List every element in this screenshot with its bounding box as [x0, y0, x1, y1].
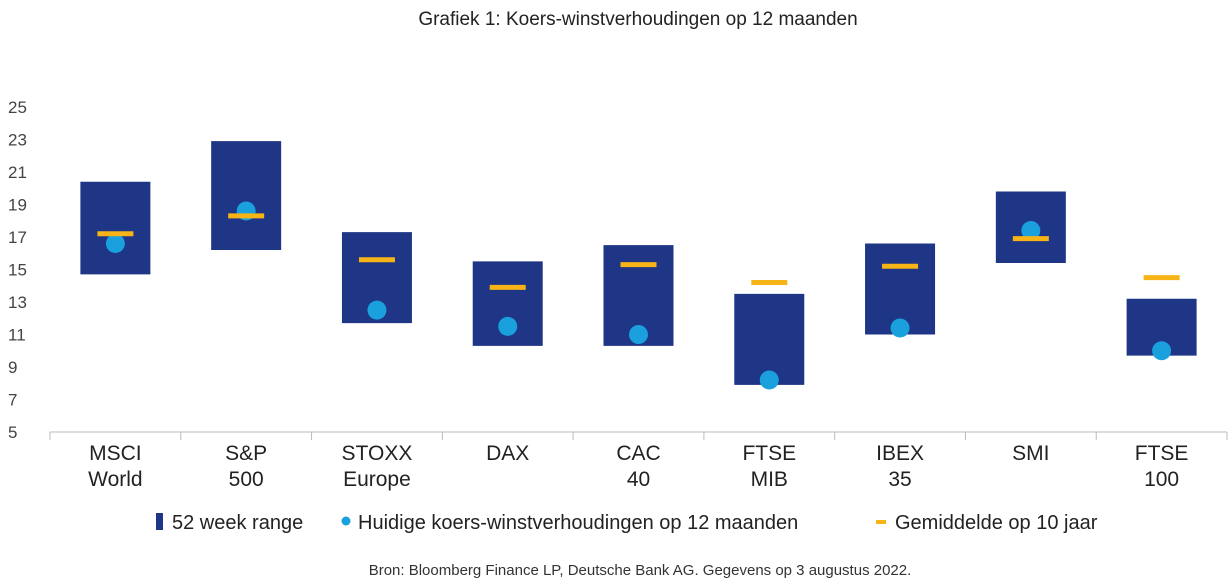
y-tick-label: 13 — [8, 293, 27, 312]
current-pe-point — [629, 325, 648, 344]
chart-title: Grafiek 1: Koers-winstverhoudingen op 12… — [418, 9, 857, 30]
range-bar — [734, 293, 805, 385]
y-tick-label: 23 — [8, 131, 27, 150]
y-tick-label: 9 — [8, 358, 17, 377]
y-tick-label: 19 — [8, 196, 27, 215]
ten-year-average-dash — [97, 231, 134, 237]
category-label: MSCI World — [88, 442, 142, 491]
category-labels: MSCI World S&P 500 STOXX Europe DAX CAC 40 FTSE MI… — [88, 442, 1188, 491]
category-label: S&P 500 — [225, 442, 267, 491]
category-label: CAC 40 — [616, 442, 660, 491]
ten-year-average-dashes — [97, 213, 1180, 290]
y-axis-ticks: 5 7 9 11 13 15 17 19 21 23 25 — [8, 98, 27, 442]
legend: 52 week range Huidige koers-winstverhoud… — [156, 512, 1098, 534]
ten-year-average-dash — [751, 280, 788, 285]
y-tick-label: 21 — [8, 163, 27, 182]
category-label: DAX — [486, 442, 529, 465]
legend-label-dash: Gemiddelde op 10 jaar — [895, 512, 1098, 534]
legend-swatch-dash — [876, 520, 886, 524]
category-label: IBEX 35 — [876, 442, 924, 491]
category-label: SMI — [1012, 442, 1049, 465]
legend-swatch-point — [341, 516, 351, 526]
ten-year-average-dash — [228, 213, 265, 219]
legend-label-point: Huidige koers-winstverhoudingen op 12 ma… — [358, 512, 798, 534]
current-pe-point — [759, 370, 779, 390]
range-bar — [211, 141, 282, 250]
ten-year-average-dash — [882, 263, 919, 269]
legend-label-range: 52 week range — [172, 512, 303, 534]
ten-year-average-dash — [1143, 275, 1180, 281]
ten-year-average-dash — [1012, 236, 1049, 242]
range-bar — [80, 181, 151, 275]
current-pe-point — [367, 300, 387, 320]
legend-swatch-range — [156, 513, 163, 530]
y-tick-label: 17 — [8, 228, 27, 247]
category-label: FTSE MIB — [742, 442, 796, 491]
current-pe-point — [1021, 221, 1041, 240]
y-tick-label: 7 — [8, 391, 17, 410]
x-axis-ticks — [49, 432, 1228, 440]
current-pe-point — [498, 316, 518, 336]
y-tick-label: 25 — [8, 98, 27, 117]
ten-year-average-dash — [489, 284, 526, 290]
ten-year-average-dash — [620, 262, 657, 268]
y-tick-label: 5 — [8, 423, 17, 442]
category-label: STOXX Europe — [342, 442, 413, 491]
current-pe-point — [105, 234, 125, 253]
current-pe-point — [1152, 341, 1172, 361]
y-tick-label: 15 — [8, 261, 27, 280]
chart-source: Bron: Bloomberg Finance LP, Deutsche Ban… — [369, 562, 912, 579]
ten-year-average-dash — [358, 257, 395, 263]
category-label: FTSE 100 — [1135, 442, 1189, 491]
y-tick-label: 11 — [8, 326, 26, 345]
current-pe-point — [890, 318, 910, 338]
